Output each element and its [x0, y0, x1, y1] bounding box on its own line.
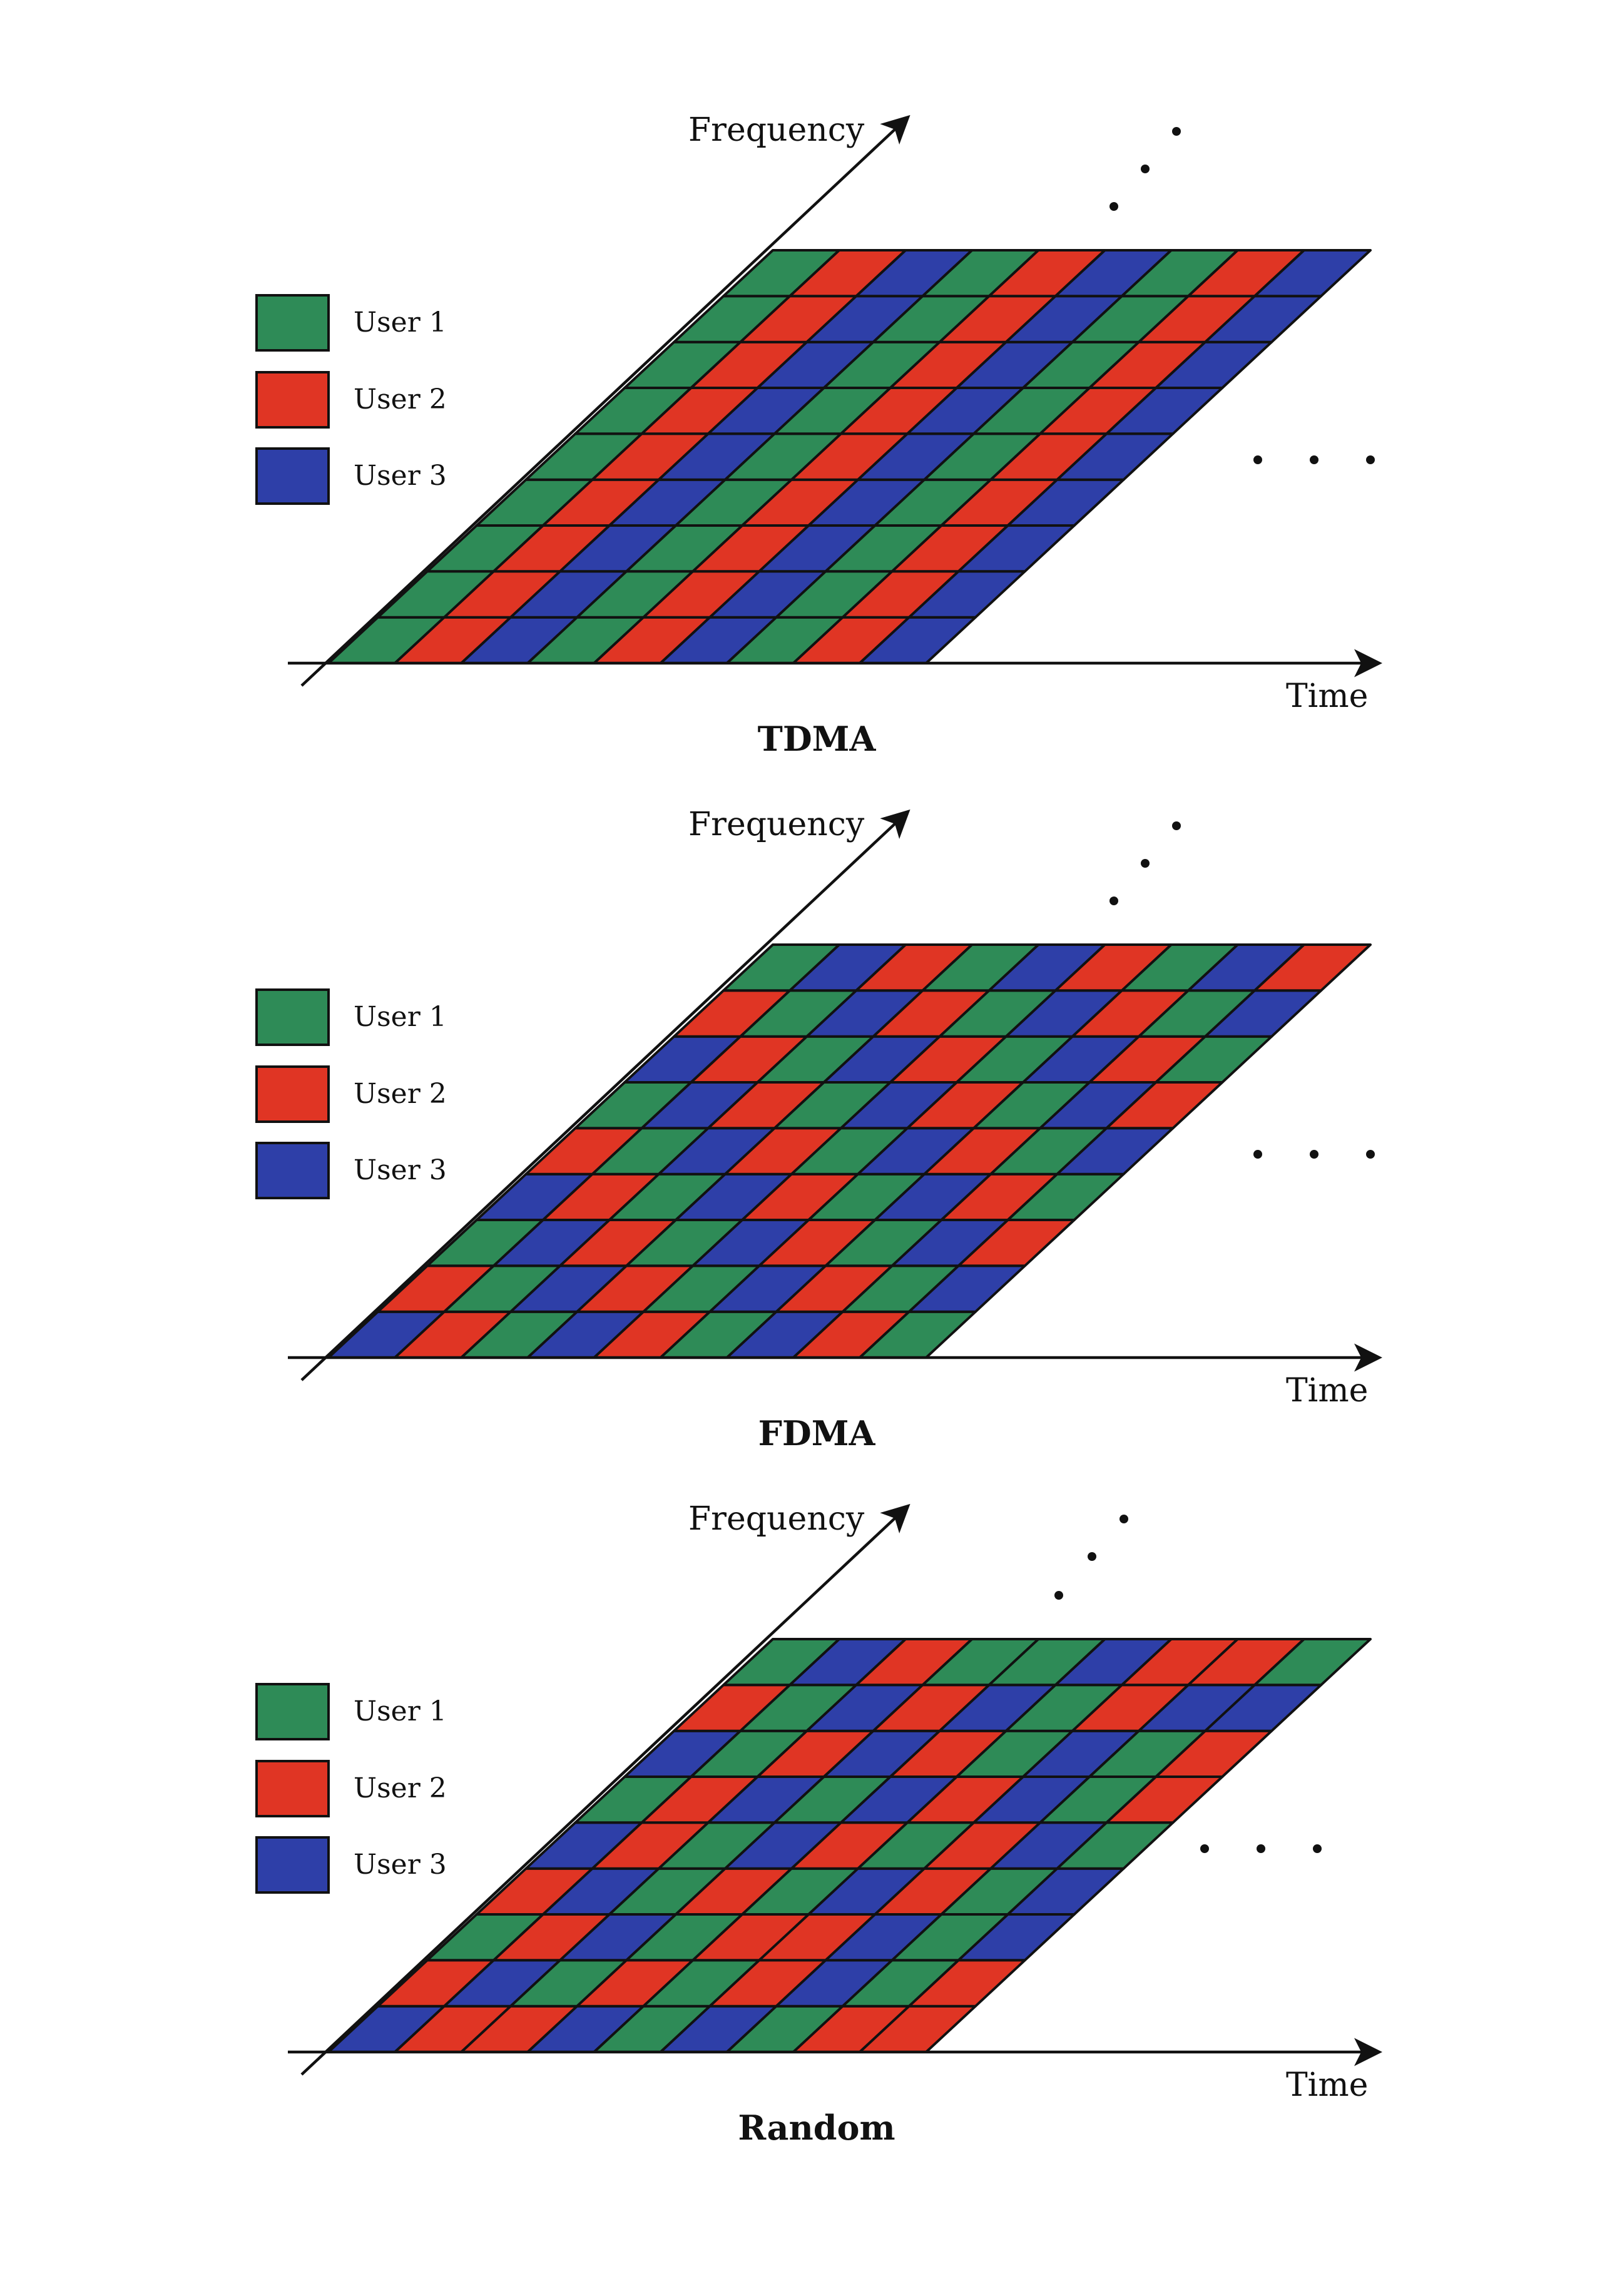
legend-label: User 2 [354, 1078, 447, 1110]
legend-label: User 2 [354, 384, 447, 415]
panel-title: FDMA [758, 1413, 876, 1453]
time-axis-label: Time [1286, 678, 1368, 715]
legend-label: User 1 [354, 1695, 447, 1727]
panel-fdma: Frequency Time User 1 User 2 User 3 FDMA [255, 806, 1382, 1453]
legend-swatch [255, 1836, 330, 1894]
continuation-dot [1109, 202, 1118, 211]
panel-tdma: Frequency Time User 1 User 2 User 3 TDMA [255, 111, 1382, 759]
legend-swatch [255, 1142, 330, 1199]
panel-random: Frequency Time User 1 User 2 User 3 Random [255, 1500, 1382, 2148]
legend-swatch [255, 447, 330, 505]
continuation-dot [1310, 455, 1319, 464]
legend-label: User 3 [354, 1154, 447, 1186]
legend-label: User 1 [354, 1001, 447, 1033]
legend-swatch [255, 988, 330, 1046]
frequency-axis-label: Frequency [688, 111, 865, 149]
frequency-axis [300, 809, 910, 1381]
frequency-axis [300, 114, 910, 687]
continuation-dot [1141, 165, 1150, 173]
legend-swatch [255, 1683, 330, 1740]
legend-swatch [255, 1760, 330, 1817]
grid-cell [1253, 943, 1372, 992]
time-axis-label: Time [1286, 1372, 1368, 1410]
continuation-dot [1088, 1552, 1096, 1561]
continuation-dot [1054, 1591, 1063, 1600]
continuation-dot [1253, 1150, 1262, 1159]
frequency-axis-label: Frequency [688, 1500, 865, 1538]
grid-cell [1253, 249, 1372, 298]
continuation-dot [1310, 1150, 1319, 1159]
continuation-dot [1141, 859, 1150, 868]
continuation-dot [1172, 821, 1181, 830]
legend-label: User 1 [354, 307, 447, 338]
continuation-dot [1109, 897, 1118, 905]
frequency-axis-label: Frequency [688, 806, 865, 843]
continuation-dot [1366, 455, 1375, 464]
legend-swatch [255, 371, 330, 429]
continuation-dot [1253, 455, 1262, 464]
frequency-axis [300, 1503, 910, 2076]
continuation-dot [1366, 1150, 1375, 1159]
legend-label: User 2 [354, 1772, 447, 1804]
continuation-dot [1257, 1844, 1265, 1853]
legend: User 1 User 2 User 3 [255, 1683, 447, 1894]
panel-title: Random [738, 2108, 895, 2148]
legend-swatch [255, 1065, 330, 1123]
legend-label: User 3 [354, 1849, 447, 1881]
time-axis-label: Time [1286, 2066, 1368, 2104]
continuation-dot [1172, 127, 1181, 136]
legend: User 1 User 2 User 3 [255, 988, 447, 1199]
legend-swatch [255, 294, 330, 352]
continuation-dot [1313, 1844, 1322, 1853]
grid-cell [1253, 1638, 1372, 1687]
continuation-dot [1200, 1844, 1209, 1853]
legend: User 1 User 2 User 3 [255, 294, 447, 505]
panel-title: TDMA [758, 719, 877, 759]
legend-label: User 3 [354, 460, 447, 492]
continuation-dot [1120, 1515, 1128, 1523]
